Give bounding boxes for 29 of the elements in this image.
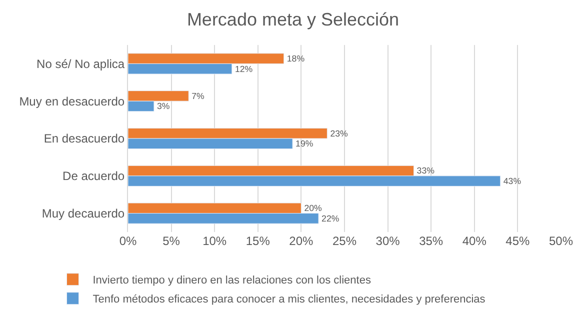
x-tick-label: 45% bbox=[506, 234, 530, 248]
x-tick-label: 30% bbox=[376, 234, 400, 248]
x-tick-label: 5% bbox=[162, 234, 180, 248]
data-label: 23% bbox=[330, 128, 348, 138]
data-label: 22% bbox=[322, 213, 340, 224]
y-tick-label: De acuerdo bbox=[62, 169, 125, 184]
x-tick-label: 0% bbox=[119, 234, 137, 248]
data-label: 18% bbox=[286, 53, 305, 64]
data-label: 12% bbox=[234, 64, 253, 74]
y-tick-label: Muy en desacuerdo bbox=[19, 94, 125, 108]
y-tick-label: No sé/ No aplica bbox=[36, 56, 125, 71]
x-tick-label: 40% bbox=[462, 234, 487, 248]
data-label: 3% bbox=[156, 101, 170, 112]
data-label: 20% bbox=[304, 203, 322, 214]
data-label: 19% bbox=[296, 138, 314, 149]
legend-label: Invierto tiempo y dinero en las relaciones con los clientes bbox=[92, 274, 372, 287]
data-label: 7% bbox=[192, 90, 205, 101]
data-label: 43% bbox=[503, 176, 522, 186]
x-tick-label: 10% bbox=[202, 234, 227, 248]
x-tick-label: 35% bbox=[419, 234, 444, 248]
x-tick-label: 50% bbox=[548, 234, 574, 248]
x-tick-label: 20% bbox=[289, 234, 314, 248]
y-tick-label: Muy decauerdo bbox=[42, 206, 125, 220]
y-tick-label: En desacuerdo bbox=[44, 132, 125, 146]
data-label: 33% bbox=[416, 166, 435, 176]
x-tick-label: 25% bbox=[332, 234, 357, 248]
x-tick-label: 15% bbox=[246, 234, 270, 248]
chart-title: Mercado meta y Selección bbox=[186, 10, 400, 30]
legend-label: Tenfo métodos eficaces para conocer a mis clientes, necesidades y preferencias bbox=[92, 294, 486, 306]
